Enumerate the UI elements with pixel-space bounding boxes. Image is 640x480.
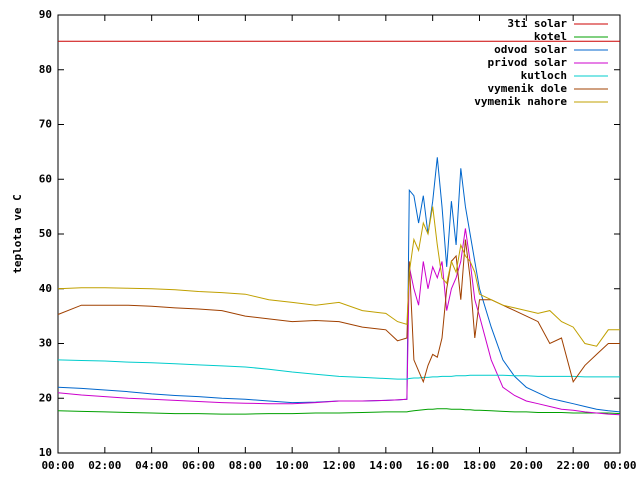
y-tick-label: 30 xyxy=(39,337,52,350)
legend-label: kutloch xyxy=(521,69,567,82)
x-tick-label: 14:00 xyxy=(369,459,402,472)
y-tick-label: 70 xyxy=(39,118,52,131)
y-tick-label: 20 xyxy=(39,391,52,404)
y-tick-label: 90 xyxy=(39,8,52,21)
series-line xyxy=(57,157,621,413)
x-tick-label: 10:00 xyxy=(276,459,309,472)
legend-label: vymenik nahore xyxy=(474,95,567,108)
series-line xyxy=(57,408,621,415)
legend-label: vymenik dole xyxy=(488,82,568,95)
series-line xyxy=(57,359,620,380)
legend-label: odvod solar xyxy=(494,43,567,56)
x-tick-label: 04:00 xyxy=(135,459,168,472)
y-tick-label: 10 xyxy=(39,446,52,459)
series-line xyxy=(57,239,620,384)
x-tick-label: 00:00 xyxy=(41,459,74,472)
series-line xyxy=(57,228,621,416)
x-tick-label: 16:00 xyxy=(416,459,449,472)
y-tick-label: 60 xyxy=(39,172,52,185)
x-tick-label: 22:00 xyxy=(557,459,590,472)
x-tick-label: 06:00 xyxy=(182,459,215,472)
series-line xyxy=(57,206,620,347)
y-tick-label: 40 xyxy=(39,282,52,295)
y-tick-label: 80 xyxy=(39,63,52,76)
x-tick-label: 18:00 xyxy=(463,459,496,472)
x-tick-label: 02:00 xyxy=(88,459,121,472)
legend-label: privod solar xyxy=(488,56,568,69)
x-tick-label: 08:00 xyxy=(229,459,262,472)
legend-label: 3ti solar xyxy=(507,17,567,30)
y-tick-label: 50 xyxy=(39,227,52,240)
x-tick-label: 00:00 xyxy=(603,459,636,472)
x-tick-label: 12:00 xyxy=(322,459,355,472)
y-axis-label: teplota ve C xyxy=(11,194,24,273)
legend-label: kotel xyxy=(534,30,567,43)
x-tick-label: 20:00 xyxy=(510,459,543,472)
